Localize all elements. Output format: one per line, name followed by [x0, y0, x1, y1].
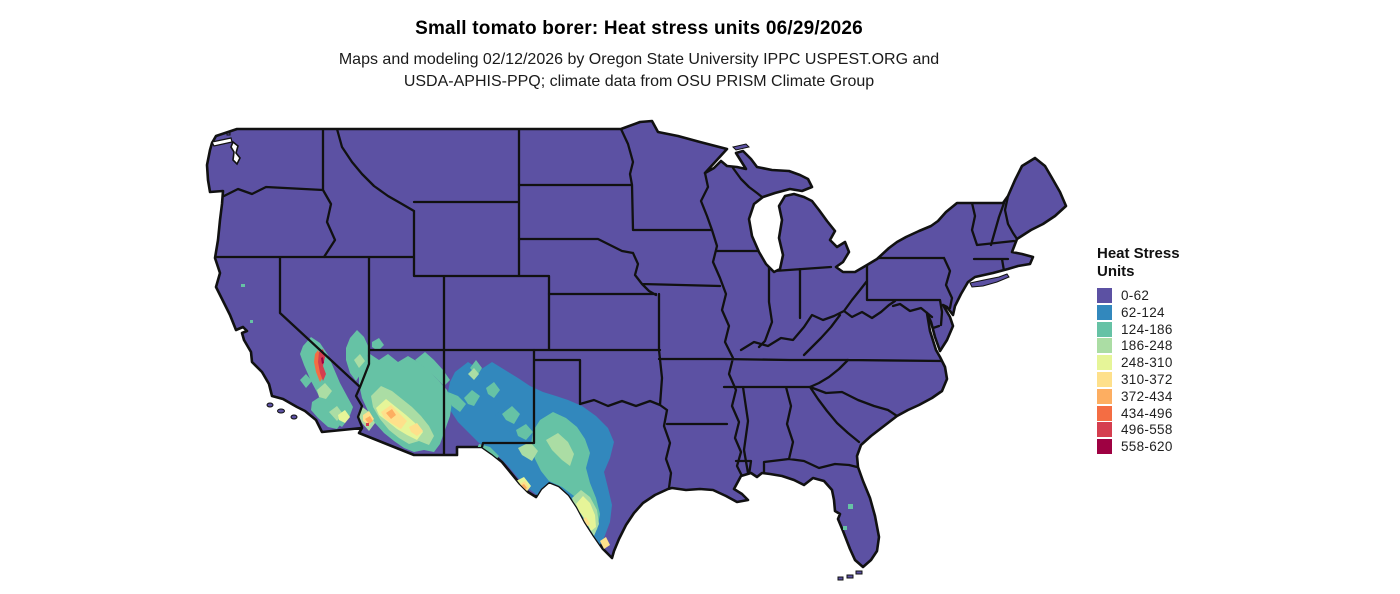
legend-list: 0-62 62-124 124-186 186-248 248-310 310-…	[1097, 288, 1180, 455]
legend-swatch	[1097, 304, 1112, 320]
header: Small tomato borer: Heat stress units 06…	[0, 18, 1278, 93]
state-borders-central	[480, 127, 859, 491]
state-borders-layer	[207, 127, 1019, 491]
legend-item: 372-434	[1097, 388, 1180, 404]
legend-title: Heat Stress Units	[1097, 245, 1180, 281]
legend-title-line-2: Units	[1097, 263, 1135, 280]
legend-label: 0-62	[1121, 288, 1150, 303]
florida-key	[855, 570, 863, 575]
legend-title-line-1: Heat Stress	[1097, 245, 1180, 262]
legend-label: 558-620	[1121, 439, 1173, 455]
legend-item: 186-248	[1097, 338, 1180, 354]
legend-label: 434-496	[1121, 405, 1173, 421]
legend-item: 248-310	[1097, 355, 1180, 371]
map-base-layer	[205, 119, 1068, 569]
long-island	[969, 273, 1010, 288]
legend-swatch	[1097, 321, 1112, 337]
puget-sound	[230, 140, 241, 166]
heat-band-558-620	[321, 357, 324, 364]
subtitle-line-2: USDA-APHIS-PPQ; climate data from OSU PR…	[403, 73, 875, 90]
legend-label: 62-124	[1121, 304, 1165, 320]
channel-island	[290, 414, 298, 420]
legend-label: 248-310	[1121, 355, 1173, 371]
legend-swatch	[1097, 288, 1112, 303]
water-details-layer	[211, 137, 241, 166]
page-title: Small tomato borer: Heat stress units 06…	[415, 18, 863, 39]
legend-label: 496-558	[1121, 422, 1173, 438]
san-juan-island	[226, 132, 231, 136]
legend: Heat Stress Units 0-62 62-124 124-186 18…	[1097, 245, 1180, 456]
legend-label: 186-248	[1121, 338, 1173, 354]
legend-item: 124-186	[1097, 321, 1180, 337]
florida-key	[846, 574, 854, 579]
legend-swatch	[1097, 405, 1112, 421]
isle-royale	[732, 143, 750, 151]
legend-swatch	[1097, 355, 1112, 371]
legend-item: 558-620	[1097, 439, 1180, 455]
subtitle-line-1: Maps and modeling 02/12/2026 by Oregon S…	[338, 51, 940, 68]
legend-item: 496-558	[1097, 422, 1180, 438]
channel-island	[266, 402, 274, 408]
legend-swatch	[1097, 422, 1112, 438]
legend-label: 372-434	[1121, 388, 1173, 404]
legend-label: 124-186	[1121, 321, 1173, 337]
islands-layer	[226, 132, 1010, 581]
florida-key	[837, 576, 844, 581]
legend-label: 310-372	[1121, 371, 1173, 387]
legend-item: 0-62	[1097, 288, 1180, 303]
legend-swatch	[1097, 371, 1112, 387]
channel-island	[277, 408, 285, 414]
legend-item: 62-124	[1097, 304, 1180, 320]
legend-item: 434-496	[1097, 405, 1180, 421]
legend-item: 310-372	[1097, 371, 1180, 387]
legend-swatch	[1097, 439, 1112, 455]
state-borders-west	[207, 127, 662, 457]
subtitle: Maps and modeling 02/12/2026 by Oregon S…	[0, 49, 1278, 93]
state-borders-east	[739, 194, 1019, 444]
heat-band-372-434	[365, 409, 527, 491]
legend-swatch	[1097, 388, 1112, 404]
legend-swatch	[1097, 338, 1112, 354]
juan-de-fuca-strait	[211, 137, 233, 147]
heat-band-496-558	[318, 349, 369, 426]
